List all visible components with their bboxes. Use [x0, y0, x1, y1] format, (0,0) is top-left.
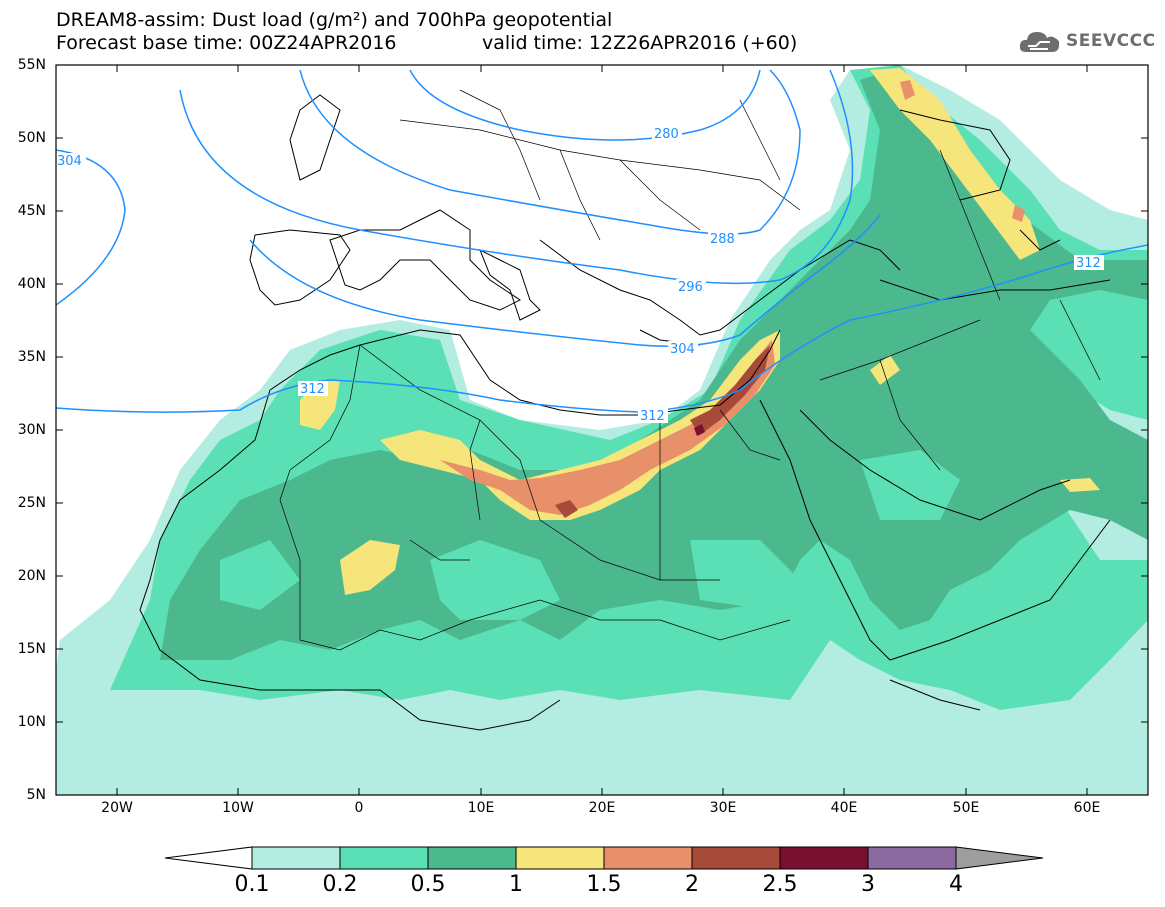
colorbar-label: 0.5	[410, 872, 446, 897]
lat-label: 20N	[17, 568, 46, 584]
colorbar-segment	[691, 846, 781, 870]
map-title: DREAM8-assim: Dust load (g/m²) and 700hP…	[56, 9, 613, 31]
colorbar-label: 2.5	[762, 872, 798, 897]
svg-text:312: 312	[300, 382, 325, 397]
colorbar-label: 1.5	[586, 872, 622, 897]
lon-label: 20E	[588, 800, 616, 816]
lon-label: 60E	[1073, 800, 1101, 816]
dust-level-2.5	[694, 424, 705, 436]
colorbar-label: 3	[861, 872, 875, 897]
colorbar-segment	[603, 846, 693, 870]
logo-text: SEEVCCC	[1066, 31, 1156, 51]
colorbar-segment	[251, 846, 341, 870]
colorbar-label: 0.1	[234, 872, 270, 897]
lat-label: 40N	[17, 276, 46, 292]
colorbar-segment	[427, 846, 517, 870]
lat-label: 35N	[17, 349, 46, 365]
colorbar-segment	[779, 846, 869, 870]
lat-label: 15N	[17, 641, 46, 657]
svg-text:280: 280	[654, 127, 679, 142]
dust-level-2	[555, 345, 770, 518]
svg-text:296: 296	[678, 280, 703, 295]
lon-label: 10W	[222, 800, 254, 816]
colorbar-segment	[867, 846, 957, 870]
lat-label: 45N	[17, 203, 46, 219]
dust-level-0.2-patches	[220, 450, 960, 620]
lat-label: 50N	[17, 130, 46, 146]
colorbar-segment	[955, 846, 1044, 870]
svg-text:312: 312	[1076, 256, 1101, 271]
lon-label: 20W	[101, 800, 133, 816]
lat-label: 10N	[17, 714, 46, 730]
colorbar-label: 0.2	[322, 872, 358, 897]
colorbar-label: 2	[685, 872, 699, 897]
svg-text:304: 304	[670, 342, 695, 357]
lon-label: 50E	[952, 800, 980, 816]
geopotential-contours	[56, 69, 1148, 413]
colorbar	[164, 846, 1044, 870]
colorbar-label: 1	[509, 872, 523, 897]
contour-labels: 304 280 288 296 304 312 312 312	[56, 126, 1104, 424]
lat-label: 5N	[26, 787, 46, 803]
lon-label: 40E	[830, 800, 858, 816]
lat-label: 30N	[17, 422, 46, 438]
cloud-icon	[1019, 32, 1060, 52]
lon-label: 30E	[709, 800, 737, 816]
colorbar-segment	[515, 846, 605, 870]
svg-text:288: 288	[710, 232, 735, 247]
lon-label: 10E	[467, 800, 495, 816]
lat-label: 55N	[17, 57, 46, 73]
lon-label: 0	[354, 800, 364, 816]
forecast-base-time: Forecast base time: 00Z24APR2016	[56, 32, 397, 54]
lat-label: 25N	[17, 495, 46, 511]
seevccc-logo: SEEVCCC	[1018, 26, 1156, 56]
valid-time: valid time: 12Z26APR2016 (+60)	[482, 32, 798, 54]
svg-text:312: 312	[640, 409, 665, 424]
svg-text:304: 304	[57, 154, 82, 169]
colorbar-segment	[339, 846, 429, 870]
axis-ticks	[56, 64, 1148, 795]
colorbar-label: 4	[949, 872, 963, 897]
colorbar-segment	[164, 846, 253, 870]
